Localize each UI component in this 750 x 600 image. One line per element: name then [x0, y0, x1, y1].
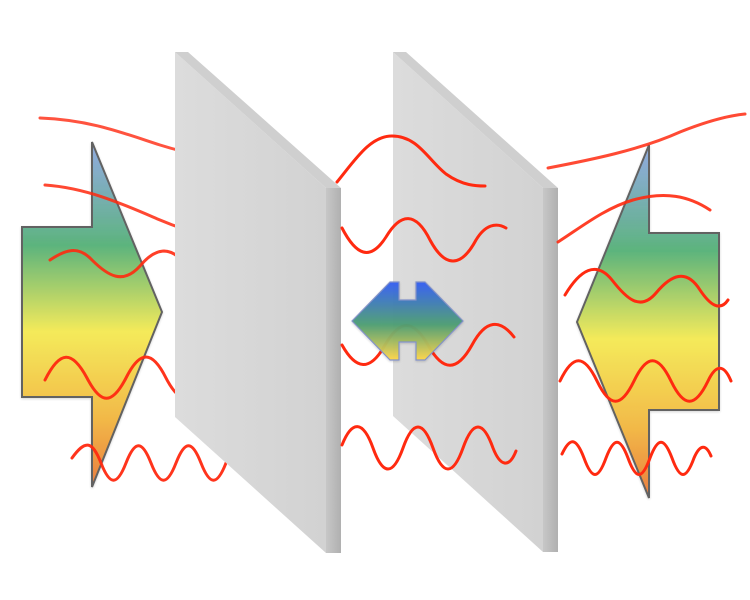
between-wave-2 [340, 217, 508, 263]
center-double-arrow [351, 281, 464, 361]
between-wave-1 [335, 134, 487, 188]
right-outside-waves [546, 112, 747, 476]
right-wave-5 [560, 440, 713, 476]
right-plate [393, 52, 558, 552]
right-wave-3 [563, 267, 730, 308]
right-wave-2 [556, 194, 712, 244]
between-wave-4 [340, 425, 518, 471]
left-force-arrow [21, 141, 164, 488]
right-wave-1 [546, 112, 747, 170]
right-wave-4 [558, 359, 733, 403]
right-force-arrow [575, 144, 720, 499]
left-plate [175, 52, 341, 553]
